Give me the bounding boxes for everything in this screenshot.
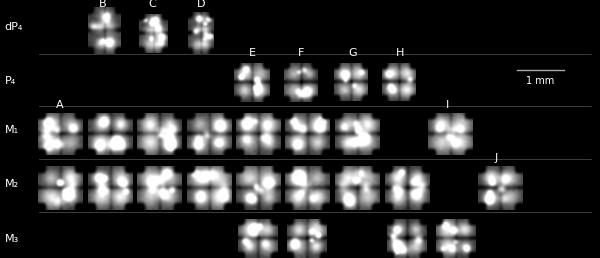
- Text: F: F: [298, 48, 305, 58]
- Text: G: G: [348, 48, 356, 58]
- Text: J: J: [495, 152, 498, 163]
- Text: C: C: [149, 0, 157, 9]
- Text: D: D: [197, 0, 205, 9]
- Text: E: E: [249, 48, 256, 58]
- Text: M₂: M₂: [5, 180, 19, 189]
- Text: P₄: P₄: [5, 76, 16, 86]
- Text: 1 mm: 1 mm: [526, 76, 555, 86]
- Text: M₁: M₁: [5, 125, 19, 135]
- Text: I: I: [446, 100, 449, 110]
- Text: H: H: [396, 48, 404, 58]
- Text: dP₄: dP₄: [5, 22, 23, 32]
- Text: A: A: [56, 100, 64, 110]
- Text: M₃: M₃: [5, 234, 19, 244]
- Text: B: B: [99, 0, 107, 9]
